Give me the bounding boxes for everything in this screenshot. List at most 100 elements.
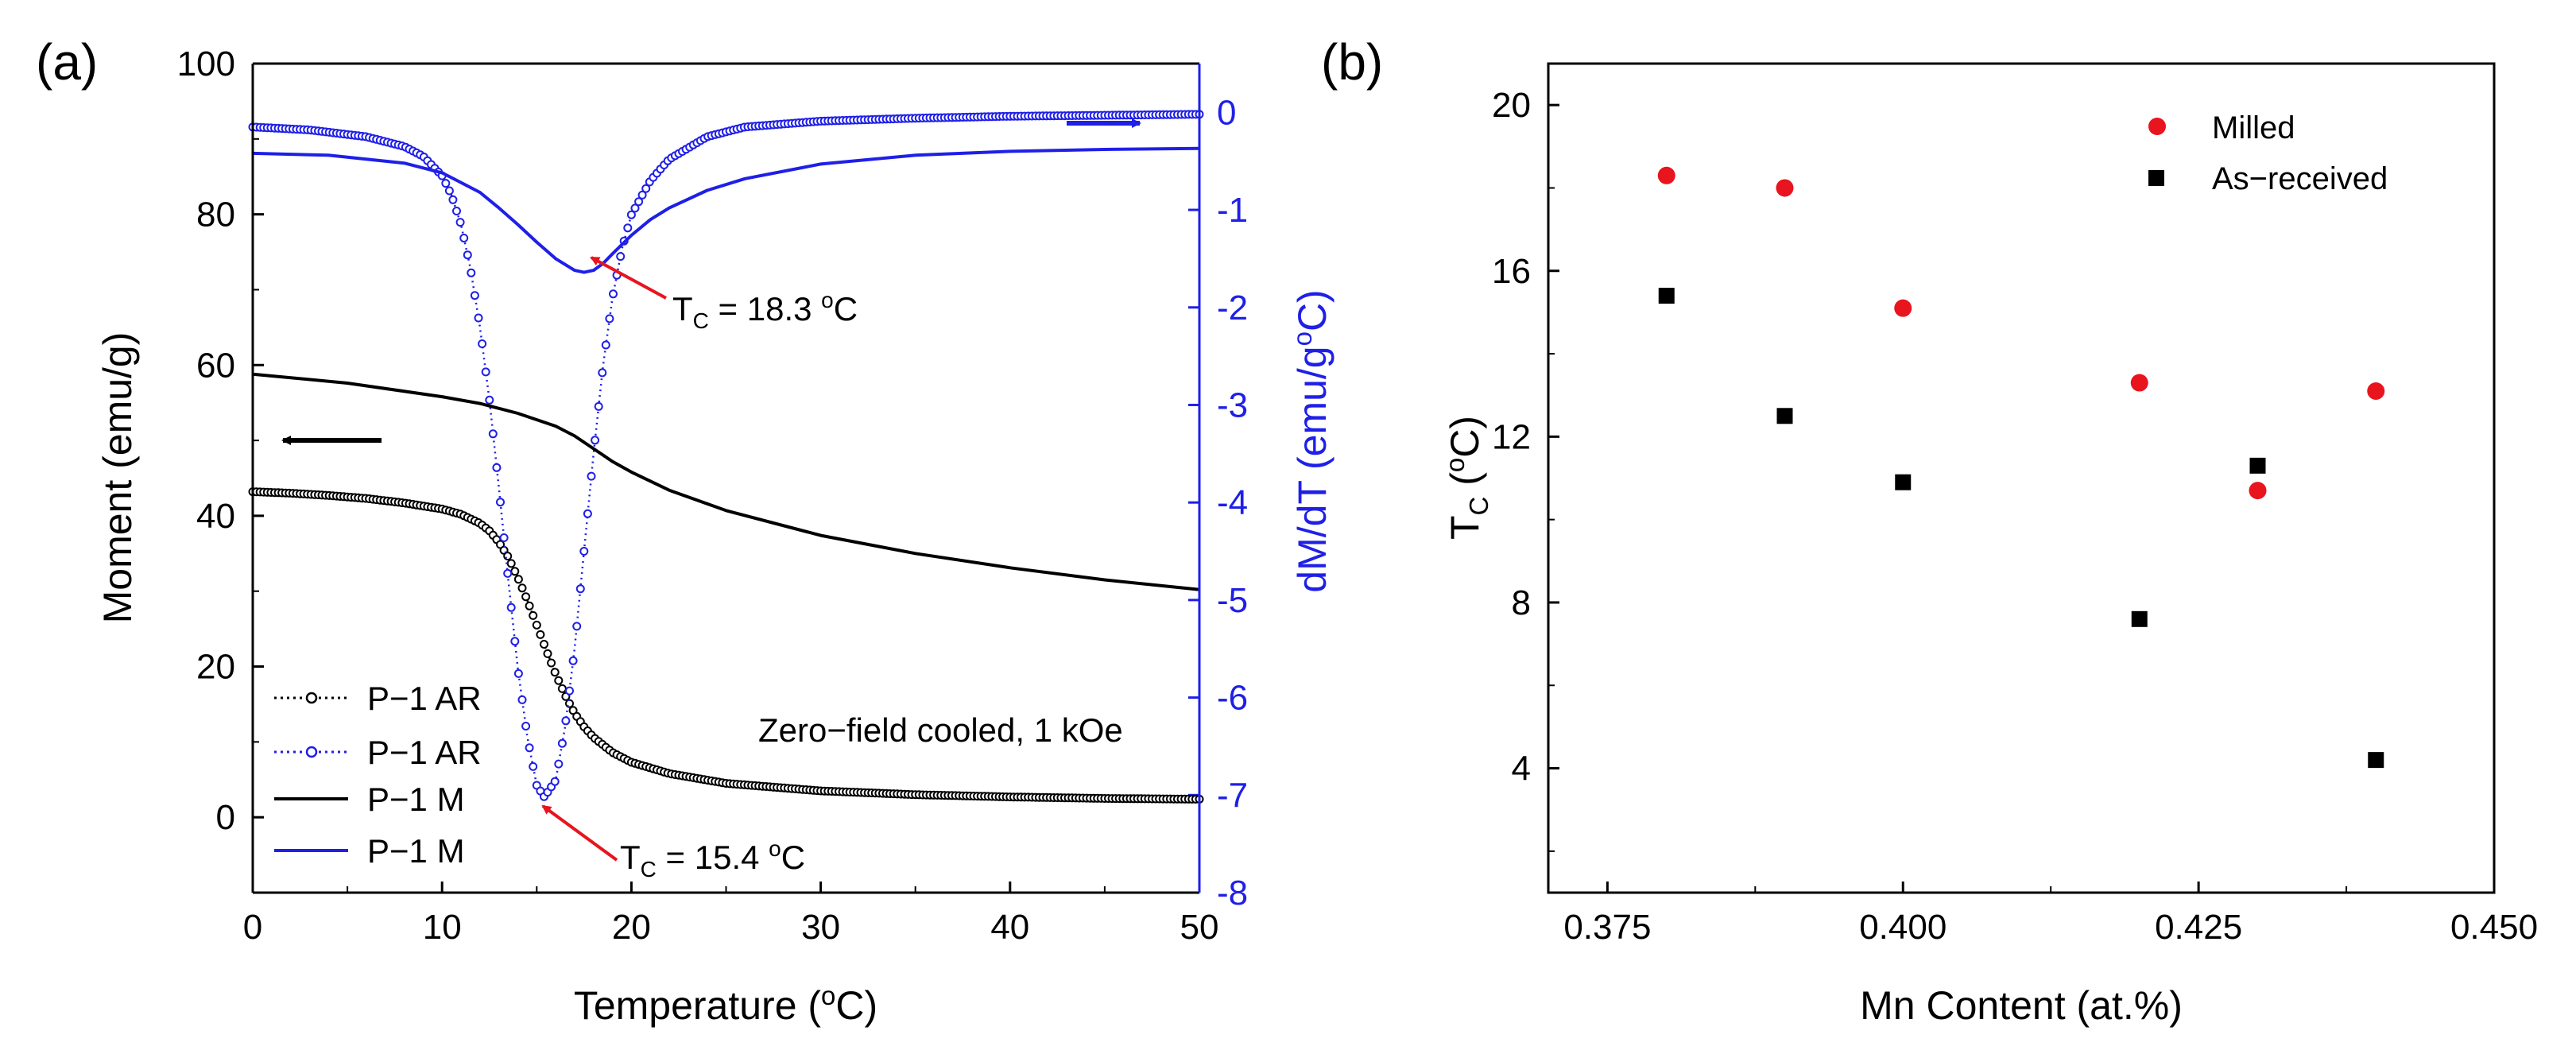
data-point-1 bbox=[575, 584, 585, 594]
data-point-1 bbox=[521, 722, 531, 730]
data-point-1 bbox=[513, 668, 523, 678]
data-point-1 bbox=[634, 197, 644, 207]
data-point-1 bbox=[616, 252, 626, 262]
panel-b: (b) 0.375 0.400 0.425 0.450 4 8 12 16 20 Mn Cont… bbox=[1321, 33, 2538, 1028]
data-point-1 bbox=[554, 759, 564, 769]
panel-b-legend: Milled As−received bbox=[2148, 110, 2388, 196]
data-point-0 bbox=[557, 684, 567, 693]
legend-item-ar-moment: P−1 AR bbox=[274, 680, 482, 717]
x-tick-label: 0.425 bbox=[2155, 908, 2242, 947]
y-tick-label: 4 bbox=[1512, 750, 1531, 789]
panel-b-axes bbox=[1548, 103, 2496, 893]
tc-m-label: TC = 18.3 oC bbox=[672, 288, 858, 333]
zfc-annotation: Zero−field cooled, 1 kOe bbox=[758, 711, 1123, 749]
data-point-1 bbox=[496, 498, 505, 507]
data-point-1 bbox=[525, 743, 534, 753]
data-point-1 bbox=[601, 340, 610, 350]
legend-item-ar-derivative: P−1 AR bbox=[274, 734, 482, 771]
data-point-1 bbox=[481, 367, 490, 377]
data-point-1 bbox=[478, 339, 487, 348]
data-point-0 bbox=[547, 658, 556, 668]
panel-a-tick-labels: 0 10 20 30 40 50 0 20 40 60 80 100 0 -1 -2 -3 -4 -5 -6 -7 -8 bbox=[177, 45, 1249, 947]
data-point-1 bbox=[441, 179, 451, 188]
legend-label-ar-derivative: P−1 AR bbox=[367, 734, 482, 771]
data-point-1 bbox=[467, 268, 476, 277]
tc-ar-label: TC = 15.4 oC bbox=[620, 836, 805, 882]
legend-label-milled: Milled bbox=[2212, 110, 2295, 145]
x-tick-label: 10 bbox=[423, 908, 462, 947]
milled-point bbox=[1894, 299, 1912, 317]
y-tick-label: 100 bbox=[177, 45, 235, 83]
data-point-1 bbox=[626, 210, 636, 219]
data-point-1 bbox=[587, 471, 596, 481]
as-received-point bbox=[2249, 457, 2266, 474]
data-point-1 bbox=[448, 195, 458, 204]
legend-label-m-derivative: P−1 M bbox=[367, 832, 465, 870]
x-tick-label: 0.450 bbox=[2450, 908, 2538, 947]
tc-ar-arrow bbox=[541, 804, 618, 862]
as-received-point bbox=[1895, 474, 1912, 490]
milled-point bbox=[1776, 179, 1794, 197]
as-received-point bbox=[2131, 610, 2148, 627]
y2-tick-label: 0 bbox=[1217, 93, 1236, 132]
data-point-1 bbox=[568, 656, 578, 665]
y2-tick-label: -2 bbox=[1217, 289, 1248, 327]
y2-tick-label: -6 bbox=[1217, 679, 1248, 718]
series-line-3 bbox=[252, 146, 1200, 274]
data-point-1 bbox=[565, 686, 574, 696]
data-point-1 bbox=[474, 313, 483, 323]
data-point-1 bbox=[594, 401, 603, 411]
panel-b-label: (b) bbox=[1321, 33, 1383, 91]
legend-marker-as-received bbox=[2148, 170, 2164, 186]
data-point-1 bbox=[609, 289, 618, 299]
data-point-1 bbox=[579, 547, 589, 556]
data-point-0 bbox=[513, 575, 523, 584]
y-tick-label: 60 bbox=[196, 346, 235, 385]
data-point-0 bbox=[550, 668, 560, 677]
panel-b-tick-labels: 0.375 0.400 0.425 0.450 4 8 12 16 20 bbox=[1492, 86, 2538, 947]
data-point-1 bbox=[506, 603, 516, 612]
x-tick-label: 30 bbox=[801, 908, 840, 947]
panel-b-frame bbox=[1547, 62, 2496, 894]
x-tick-label: 50 bbox=[1180, 908, 1219, 947]
data-point-1 bbox=[557, 738, 567, 748]
data-point-1 bbox=[598, 368, 607, 378]
y2-tick-label: -3 bbox=[1217, 386, 1248, 424]
panel-b-xlabel: Mn Content (at.%) bbox=[1860, 983, 2183, 1028]
data-point-0 bbox=[517, 583, 527, 593]
data-point-1 bbox=[637, 190, 647, 200]
legend-item-as-received: As−received bbox=[2148, 161, 2388, 196]
data-point-1 bbox=[452, 207, 461, 215]
x-tick-label: 0 bbox=[243, 908, 262, 947]
y-tick-label: 20 bbox=[1492, 86, 1531, 125]
y-tick-label: 8 bbox=[1512, 583, 1531, 622]
y-tick-label: 16 bbox=[1492, 252, 1531, 291]
legend-label-m-moment: P−1 M bbox=[367, 781, 465, 818]
data-point-0 bbox=[540, 640, 548, 649]
data-point-1 bbox=[517, 695, 527, 704]
data-point-1 bbox=[605, 314, 614, 324]
y-tick-label: 20 bbox=[196, 648, 235, 687]
y2-tick-label: -5 bbox=[1217, 581, 1248, 620]
panel-a-label: (a) bbox=[36, 33, 98, 91]
data-point-0 bbox=[529, 610, 538, 620]
legend-item-m-derivative: P−1 M bbox=[274, 832, 465, 870]
data-point-0 bbox=[510, 567, 520, 576]
legend-label-ar-moment: P−1 AR bbox=[367, 680, 482, 717]
milled-point bbox=[1657, 166, 1675, 184]
data-point-1 bbox=[561, 716, 571, 726]
panel-a-series bbox=[248, 110, 1204, 804]
data-point-1 bbox=[470, 291, 479, 300]
legend-label-as-received: As−received bbox=[2212, 161, 2388, 196]
data-point-1 bbox=[444, 186, 454, 196]
y-tick-label: 0 bbox=[216, 798, 235, 837]
y-tick-label: 40 bbox=[196, 497, 235, 536]
data-point-1 bbox=[455, 218, 465, 227]
data-point-1 bbox=[492, 463, 502, 472]
y-tick-label: 80 bbox=[196, 196, 235, 234]
data-point-1 bbox=[572, 622, 582, 631]
data-point-0 bbox=[521, 592, 531, 602]
panel-b-ylabel: TC (oC) bbox=[1440, 416, 1493, 540]
legend-item-milled: Milled bbox=[2148, 110, 2295, 145]
